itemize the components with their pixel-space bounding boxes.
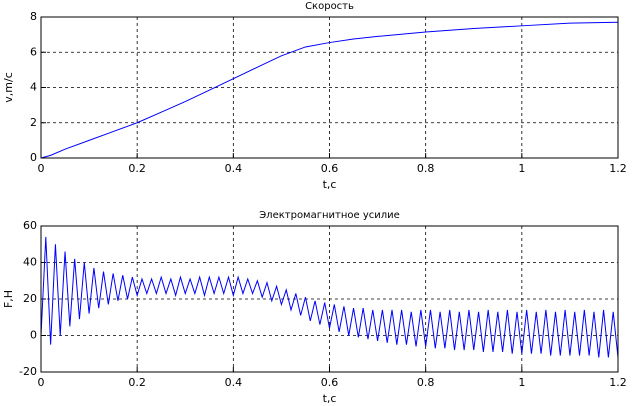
y-tick-label: 2 (30, 116, 37, 129)
x-tick-label: 0.6 (321, 162, 339, 175)
y-tick-label: 60 (23, 219, 37, 232)
y-tick-label: 0 (30, 329, 37, 342)
x-tick-label: 0.4 (225, 376, 243, 389)
x-tick-label: 0.8 (417, 162, 435, 175)
x-tick-label: 1 (518, 376, 525, 389)
y-axis-label: v,m/c (2, 72, 15, 102)
y-axis-label: F,H (2, 290, 15, 308)
y-tick-label: 40 (23, 256, 37, 269)
axes-box (40, 225, 619, 373)
y-tick-label: 8 (30, 10, 37, 23)
x-tick-label: 0.4 (225, 162, 243, 175)
x-tick-label: 0 (38, 162, 45, 175)
x-axis-label: t,c (323, 392, 337, 405)
x-tick-label: 0 (38, 376, 45, 389)
x-tick-label: 1.2 (609, 162, 627, 175)
x-tick-label: 1.2 (609, 376, 627, 389)
y-tick-label: 6 (30, 45, 37, 58)
chart-title: Электромагнитное усилие (259, 210, 400, 221)
data-line (40, 21, 619, 159)
x-tick-label: 0.6 (321, 376, 339, 389)
x-tick-label: 0.2 (128, 376, 146, 389)
y-tick-label: 20 (23, 292, 37, 305)
x-tick-label: 0.8 (417, 376, 435, 389)
chart-title: Скорость (305, 1, 354, 12)
axes-box (40, 16, 619, 159)
y-tick-label: 4 (30, 81, 37, 94)
x-tick-label: 0.2 (128, 162, 146, 175)
x-axis-label: t,c (323, 178, 337, 191)
x-tick-label: 1 (518, 162, 525, 175)
y-tick-label: 0 (30, 151, 37, 164)
y-tick-label: -20 (19, 365, 37, 378)
data-line (40, 236, 619, 358)
